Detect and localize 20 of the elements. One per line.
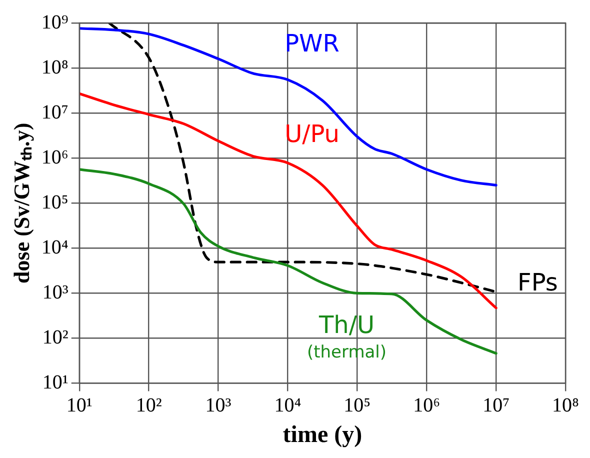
y-tick-label: 10³ (42, 281, 68, 304)
y-tick-label: 10⁸ (41, 56, 68, 78)
series-label: FPs (518, 268, 558, 296)
y-tick-label: 10² (42, 326, 68, 348)
y-tick-label: 10⁵ (41, 191, 68, 214)
x-tick-label: 10⁸ (552, 394, 580, 416)
y-axis-title: dose (Sv/GWₜₕ.y) (8, 122, 34, 284)
x-tick-label: 10⁶ (413, 394, 440, 416)
x-tick-label: 10¹ (66, 394, 92, 416)
y-tick-label: 10⁴ (41, 236, 68, 258)
y-tick-label: 10¹ (42, 371, 68, 394)
y-tick-label: 10⁶ (41, 146, 68, 168)
x-tick-label: 10² (136, 394, 162, 416)
x-tick-label: 10⁴ (274, 394, 302, 416)
x-axis-title: time (y) (282, 422, 362, 448)
y-tick-label: 10⁹ (41, 11, 68, 34)
x-tick-label: 10³ (205, 394, 232, 416)
x-tick-label: 10⁵ (344, 394, 371, 416)
y-tick-label: 10⁷ (41, 101, 68, 124)
x-tick-label: 10⁷ (482, 394, 510, 416)
